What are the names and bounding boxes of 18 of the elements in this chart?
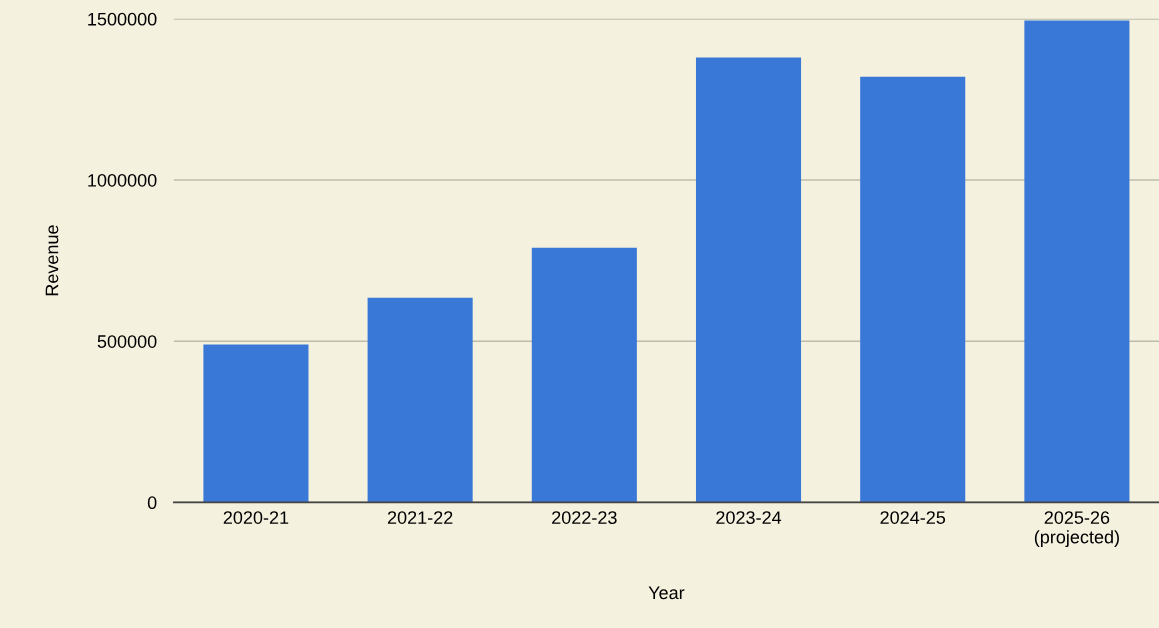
y-tick-label: 1500000 bbox=[88, 12, 157, 26]
x-tick-label: 2023-24 bbox=[716, 511, 782, 524]
x-tick-label: 2020-21 bbox=[223, 511, 289, 524]
bar bbox=[531, 247, 637, 503]
bar bbox=[367, 297, 473, 503]
bar bbox=[695, 57, 802, 503]
bar bbox=[860, 76, 966, 503]
x-tick-label: 2024-25 bbox=[880, 511, 946, 524]
y-tick-label: 1000000 bbox=[88, 173, 157, 187]
y-axis-title: Revenue bbox=[45, 225, 59, 296]
x-tick-label: 2022-23 bbox=[552, 511, 617, 524]
x-tick-label: 2025-26 (projected) bbox=[1034, 511, 1119, 548]
y-tick-label: 0 bbox=[147, 496, 157, 510]
bar bbox=[1024, 20, 1130, 503]
x-tick-label: 2021-22 bbox=[387, 511, 453, 524]
y-tick-label: 500000 bbox=[97, 335, 157, 348]
bar bbox=[203, 344, 309, 503]
x-axis-title: Year bbox=[648, 586, 685, 600]
